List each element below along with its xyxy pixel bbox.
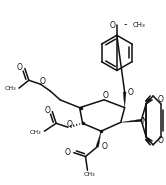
Text: CH₃: CH₃ [4, 86, 16, 91]
Text: O: O [44, 106, 50, 115]
Text: O: O [110, 21, 116, 30]
Text: O: O [17, 63, 23, 72]
Text: O: O [128, 88, 133, 97]
Text: N: N [141, 117, 147, 126]
Text: -: - [124, 19, 127, 30]
Text: O: O [101, 142, 107, 151]
Text: O: O [158, 136, 164, 145]
Text: O: O [65, 148, 71, 157]
Polygon shape [121, 119, 141, 122]
Text: O: O [67, 120, 73, 129]
Polygon shape [96, 131, 101, 147]
Polygon shape [123, 92, 126, 108]
Text: O: O [158, 95, 164, 104]
Text: O: O [102, 91, 108, 100]
Text: CH₃: CH₃ [84, 172, 95, 177]
Text: CH₃: CH₃ [30, 130, 42, 135]
Text: O: O [40, 77, 45, 86]
Text: CH₃: CH₃ [132, 23, 145, 28]
